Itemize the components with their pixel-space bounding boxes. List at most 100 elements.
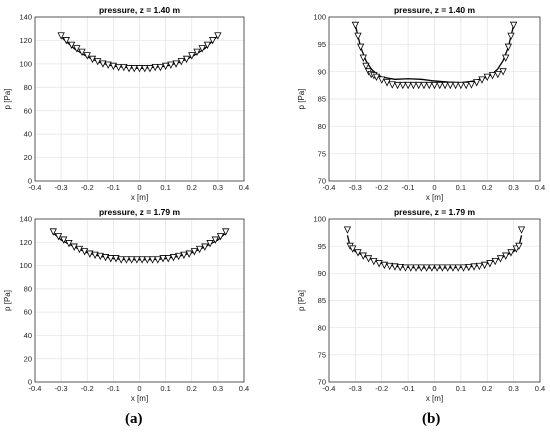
data-point-marker — [99, 60, 107, 68]
data-point-marker — [509, 21, 518, 30]
data-point-marker — [172, 60, 180, 68]
data-point-marker — [391, 263, 399, 271]
data-point-marker — [78, 48, 86, 57]
data-point-marker — [198, 45, 206, 53]
data-point-marker — [62, 37, 70, 45]
data-point-marker — [436, 81, 444, 90]
data-point-marker — [465, 263, 473, 272]
chart-title: pressure, z = 1.40 m — [99, 5, 180, 15]
data-point-marker — [70, 243, 78, 251]
caption-a: (a) — [125, 411, 143, 427]
data-point-marker — [161, 62, 170, 71]
data-point-marker — [190, 248, 199, 256]
caption-b: (b) — [422, 411, 441, 427]
data-point-marker — [182, 55, 191, 64]
x-tick-label: 0.3 — [213, 183, 223, 192]
data-point-marker — [399, 81, 407, 90]
data-point-marker — [494, 71, 502, 79]
y-tick-label: 60 — [24, 308, 32, 317]
data-point-marker — [380, 261, 389, 270]
x-tick-label: 0.1 — [160, 183, 170, 192]
data-point-marker — [491, 257, 499, 266]
data-point-marker — [417, 264, 425, 272]
data-point-marker — [422, 264, 431, 272]
data-point-marker — [104, 61, 112, 69]
data-point-marker — [133, 256, 141, 264]
x-tick-label: 0.4 — [535, 384, 545, 393]
data-point-marker — [407, 264, 415, 272]
data-point-marker — [462, 81, 470, 90]
data-point-marker — [409, 81, 418, 90]
axes-box — [34, 16, 245, 182]
y-tick-label: 140 — [19, 13, 32, 22]
y-tick-label: 20 — [24, 153, 32, 162]
chart-panel-2: -0.4 -0.3 -0.2 -0.1 0 0.1 0.2 0.3 0.4 70 75 80 85 90 9… — [297, 5, 545, 202]
data-point-marker — [94, 58, 102, 66]
y-axis-label: p [Pa] — [297, 290, 306, 311]
data-point-marker — [206, 240, 214, 248]
y-tick-label: 100 — [19, 59, 32, 68]
data-point-marker — [393, 81, 402, 90]
data-point-marker — [362, 62, 370, 71]
data-point-marker — [114, 63, 123, 72]
data-point-marker — [359, 54, 367, 62]
axes-box — [34, 218, 245, 383]
data-point-marker — [86, 250, 94, 258]
y-tick-label: 60 — [24, 106, 32, 115]
data-point-marker — [404, 81, 412, 90]
y-tick-label: 100 — [313, 13, 326, 22]
data-point-marker — [502, 252, 510, 260]
data-point-marker — [420, 81, 428, 90]
y-tick-label: 80 — [24, 83, 32, 92]
data-point-marker — [486, 260, 494, 268]
data-point-marker — [146, 65, 154, 73]
data-point-marker — [67, 41, 76, 50]
data-point-marker — [467, 81, 476, 89]
data-point-marker — [101, 254, 110, 262]
x-tick-label: -0.1 — [402, 183, 415, 192]
data-point-marker — [193, 48, 201, 57]
data-point-marker — [441, 81, 449, 90]
data-point-marker — [154, 256, 162, 264]
data-point-marker — [438, 264, 447, 272]
data-point-marker — [401, 264, 410, 272]
chart-title: pressure, z = 1.40 m — [394, 5, 475, 15]
data-point-marker — [388, 81, 396, 89]
y-tick-label: 70 — [318, 177, 326, 186]
data-point-marker — [375, 260, 383, 268]
data-point-marker — [180, 251, 188, 259]
data-point-marker — [128, 256, 136, 264]
data-point-marker — [444, 264, 452, 272]
data-point-marker — [488, 72, 497, 80]
data-point-marker — [120, 63, 128, 72]
data-point-marker — [370, 257, 378, 266]
y-tick-label: 95 — [318, 242, 326, 251]
data-point-marker — [451, 81, 460, 90]
data-point-marker — [383, 79, 391, 87]
data-point-marker — [364, 255, 373, 263]
x-tick-label: 0.2 — [187, 183, 197, 192]
data-point-marker — [517, 226, 526, 234]
data-point-marker — [91, 251, 99, 259]
data-point-marker — [216, 233, 225, 241]
x-tick-label: -0.4 — [29, 183, 42, 192]
data-point-marker — [54, 233, 63, 241]
y-tick-label: 95 — [318, 40, 326, 49]
y-tick-label: 85 — [318, 95, 326, 104]
data-point-marker — [478, 76, 486, 84]
y-tick-label: 80 — [318, 323, 326, 332]
data-point-marker — [351, 21, 360, 30]
data-point-marker — [112, 255, 120, 263]
y-tick-label: 100 — [313, 215, 326, 224]
data-point-marker — [135, 65, 144, 73]
data-point-marker — [446, 81, 454, 90]
x-tick-label: -0.4 — [29, 384, 42, 393]
chart-panel-1: -0.4 -0.3 -0.2 -0.1 0 0.1 0.2 0.3 0.4 0 20 40 60 80 10… — [3, 5, 249, 202]
y-tick-label: 40 — [24, 331, 32, 340]
x-tick-label: 0 — [137, 384, 141, 393]
data-point-marker — [143, 256, 151, 264]
data-point-marker — [177, 58, 185, 66]
data-point-marker — [507, 32, 515, 41]
data-point-marker — [354, 249, 362, 257]
data-point-marker — [195, 245, 204, 254]
